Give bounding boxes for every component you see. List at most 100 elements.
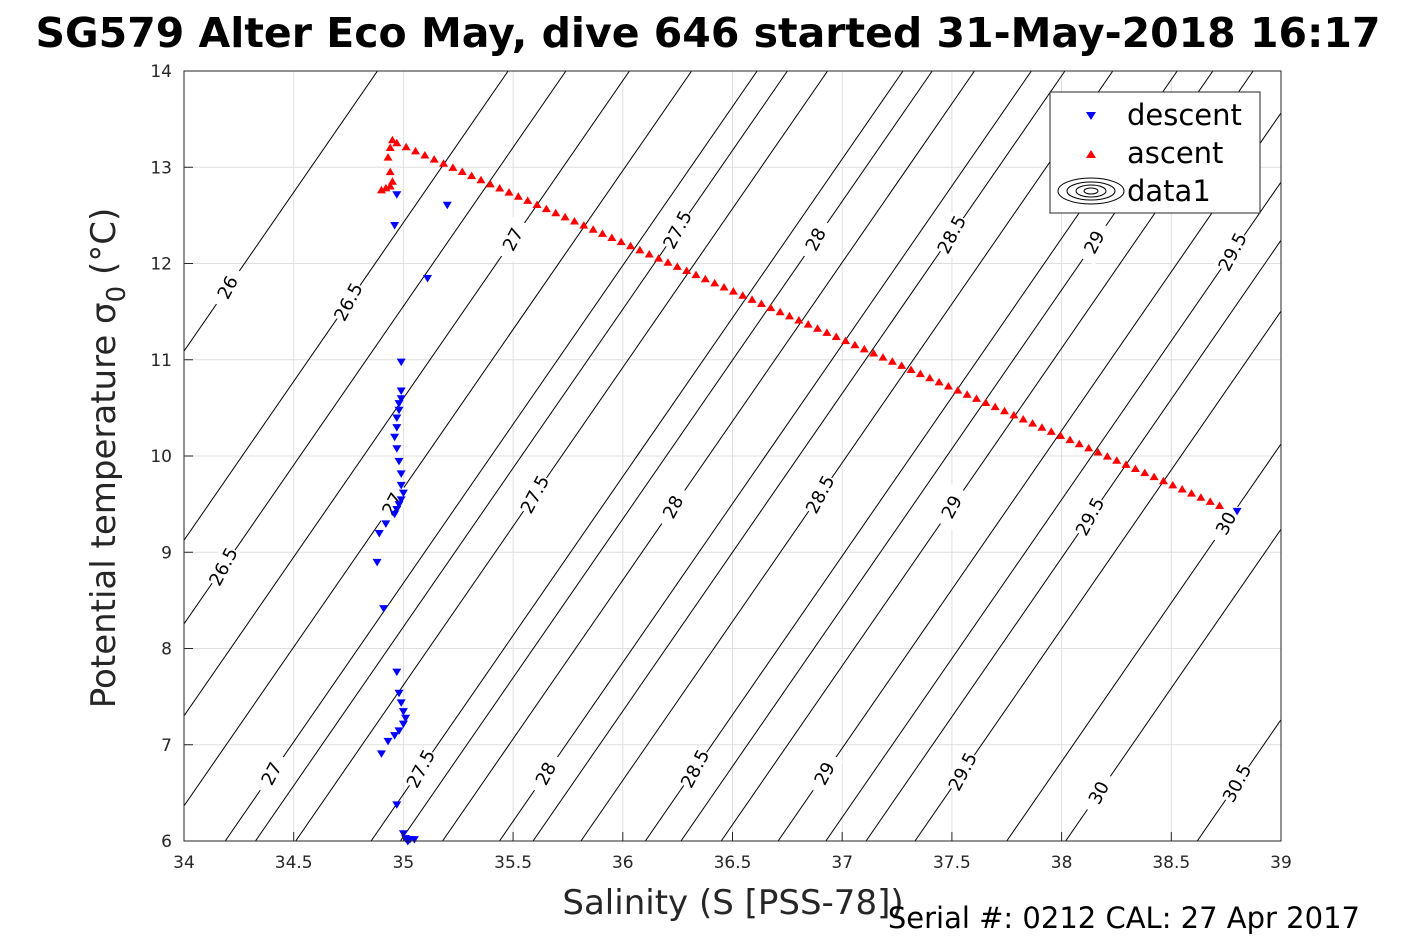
descent-point [392,191,402,199]
ascent-point [784,311,794,320]
density-contour-line [1006,443,1281,841]
x-tick-label: 35.5 [494,853,532,873]
x-axis-label: Salinity (S [PSS-78]) [562,883,903,923]
descent-point [396,358,406,367]
x-tick-label: 36.5 [714,853,752,873]
density-contour-line [499,71,1032,841]
ascent-point [626,241,636,250]
ascent-point [569,217,579,225]
ascent-point [448,163,458,171]
ascent-point [953,386,963,394]
ascent-point [1205,497,1215,505]
ascent-point [915,369,925,378]
ascent-point [962,390,972,398]
ascent-point [1215,501,1225,510]
contour-label-bg [1075,219,1114,266]
ascent-point [476,175,486,184]
serial-calibration-footer: Serial #: 0212 CAL: 27 Apr 2017 [888,901,1360,935]
descent-point [398,489,408,498]
y-tick-label: 9 [161,543,172,563]
ascent-point [663,258,673,266]
ascent-point [738,291,748,299]
descent-point [390,510,400,519]
descent-point [392,414,402,422]
ascent-point [981,398,991,406]
descent-point [423,274,433,283]
ascent-point [859,344,869,353]
ascent-point [747,295,757,303]
descent-point [392,505,402,514]
descent-point [396,470,406,478]
ascent-point [850,340,860,349]
descent-point [396,699,406,707]
descent-point [401,714,411,723]
ascent-point [1018,414,1028,423]
ascent-point [1158,476,1168,485]
ascent-point [831,332,841,340]
ascent-point [541,204,551,213]
ascent-point [990,402,1000,411]
descent-point [396,481,406,490]
ascent-point [381,183,391,192]
ascent-point [803,320,813,328]
ascent-point [532,200,542,209]
y-tick-label: 8 [161,640,172,660]
descent-point [394,689,404,698]
legend-ascent-marker [1086,150,1096,158]
ascent-point [682,266,692,275]
ascent-point [635,245,645,254]
descent-point [394,727,404,735]
descent-point [409,836,419,844]
contour-label-bg [805,750,844,797]
descent-point [1232,507,1242,516]
x-tick-label: 37 [831,853,853,873]
x-tick-label: 38 [1051,853,1073,873]
legend: descent ascent data1 [1049,91,1261,214]
ascent-point [728,287,738,295]
ascent-point [1093,447,1103,456]
contour-label-bg [493,216,533,263]
contour-label-bg [943,748,982,795]
ascent-point [943,381,953,390]
ascent-point [401,142,411,151]
ascent-point [485,179,495,188]
ascent-point [551,208,561,217]
ascent-point [887,357,897,365]
descent-point [396,387,406,396]
ascent-point [385,182,395,190]
contour-label-bg [329,279,368,325]
ascent-point [385,167,395,176]
ascent-point [376,185,386,194]
ascent-point [841,336,851,345]
x-tick-label: 34 [173,853,195,873]
contour-label-bg [658,206,697,253]
density-contour-line [184,71,378,352]
ascent-point [897,361,907,369]
x-tick-label: 39 [1270,853,1292,873]
contour-label-bg [932,484,972,530]
legend-descent-marker [1086,112,1096,120]
ascent-point [411,146,421,155]
density-contour-line [370,71,904,841]
x-tick-label: 34.5 [275,853,313,873]
ascent-point [644,250,654,258]
ascent-point [1168,480,1178,489]
ascent-point [1084,443,1094,452]
y-tick-label: 6 [161,832,172,852]
descent-point [374,530,384,538]
ascent-point [766,303,776,312]
ascent-point [1177,485,1187,493]
contour-label-bg [208,264,247,311]
ascent-point [560,212,570,221]
descent-point [396,395,406,403]
descent-point [381,520,391,528]
ascent-point [719,283,729,291]
contour-label-bg [932,211,972,258]
contour-label-bg [1079,770,1118,816]
ascent-point [504,188,514,196]
y-tick-label: 14 [150,62,172,82]
descent-point [394,406,404,415]
y-tick-label: 10 [150,447,172,467]
ascent-point [878,353,888,361]
ascent-point [607,233,617,242]
